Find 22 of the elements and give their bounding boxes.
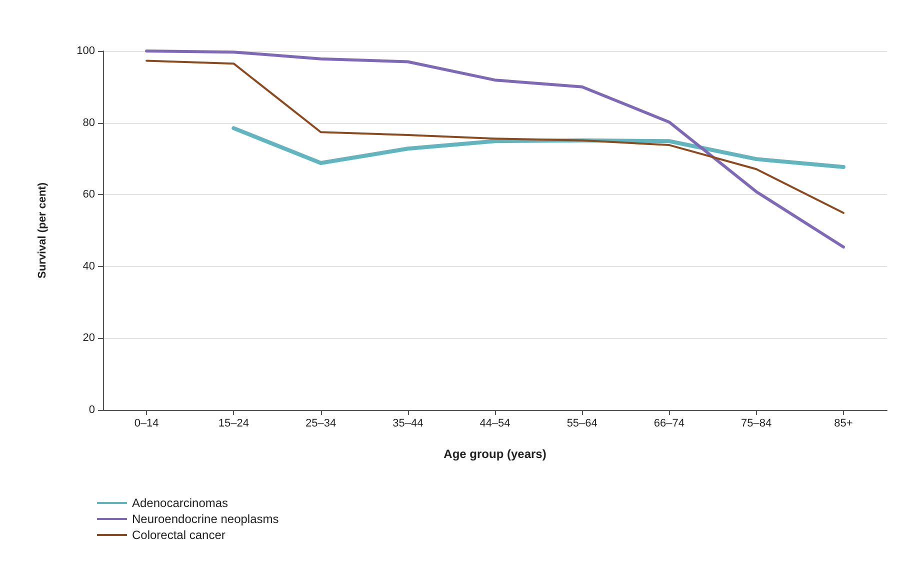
y-tick-label: 100	[76, 45, 95, 57]
x-tick-label: 25–34	[305, 418, 336, 430]
line-series	[145, 50, 845, 249]
x-tick-label: 44–54	[480, 418, 510, 430]
x-tick-label: 75–84	[741, 418, 772, 430]
x-tick-label: 85+	[834, 418, 853, 430]
y-tick-label: 60	[82, 188, 95, 201]
y-tick-label: 80	[82, 116, 95, 129]
x-tick-label: 55–64	[566, 418, 598, 430]
y-tick-label: 20	[82, 332, 95, 344]
line-series	[146, 60, 844, 214]
y-tick-label: 40	[82, 260, 95, 272]
x-tick-label: 0–14	[134, 418, 159, 430]
y-tick-label: 0	[88, 404, 95, 416]
x-tick-label: 35–44	[392, 418, 424, 430]
legend-label: Adenocarcinomas	[132, 496, 228, 510]
legend-label: Colorectal cancer	[132, 528, 226, 542]
x-axis-title: Age group (years)	[444, 447, 546, 461]
y-axis-title: Survival (per cent)	[36, 182, 48, 278]
x-tick-label: 15–24	[218, 418, 249, 430]
x-tick-label: 66–74	[654, 418, 685, 430]
legend-label: Neuroendocrine neoplasms	[132, 512, 279, 526]
